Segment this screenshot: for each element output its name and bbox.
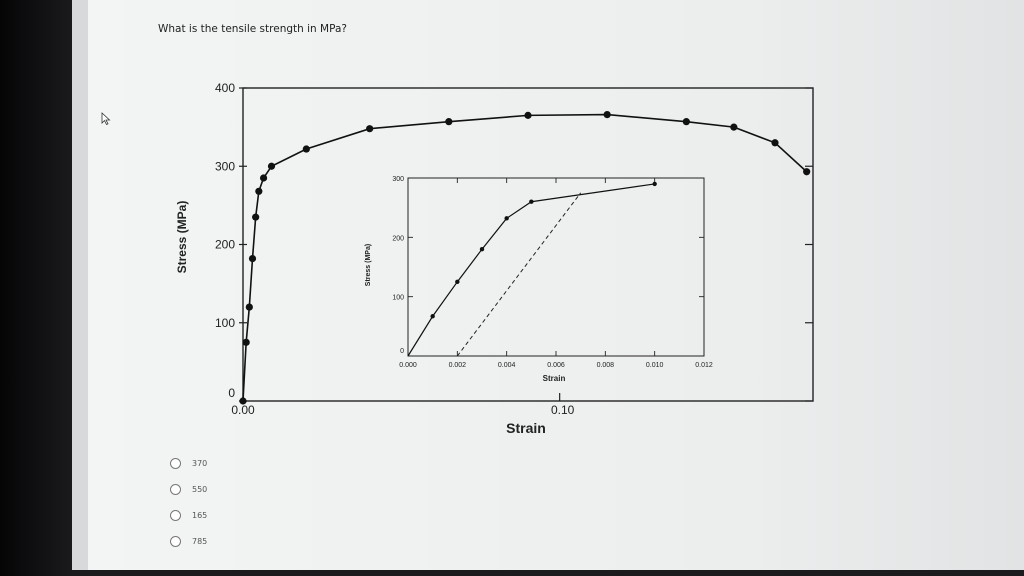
answer-options: 370 550 165 785 [170,450,207,554]
main-axis-ticks: 0 100 200 300 400 0.00 0.10 [215,81,813,417]
inset-x-tick-label: 0.010 [646,362,664,369]
radio-button[interactable] [170,483,181,495]
option-370[interactable]: 370 [170,450,207,476]
y-tick-label: 200 [215,238,235,252]
main-plot-frame [242,87,814,402]
data-point [302,145,310,153]
inset-x-tick-label: 0.008 [597,362,615,369]
data-point [445,118,453,126]
data-point [366,125,374,133]
inset-y-tick-label: 100 [392,295,404,302]
inset-data-point [479,247,485,252]
data-point [248,254,257,263]
inset-y-axis-label: Stress (MPa) [365,244,372,286]
main-x-axis-label: Strain [506,420,546,436]
data-point [239,397,247,405]
inset-plot-frame [407,177,705,357]
question-page [88,0,1024,576]
inset-y-tick-label: 300 [392,176,404,183]
x-tick-label: 0.10 [551,403,575,417]
inset-y-tick-label: 200 [392,235,404,242]
inset-x-tick-label: 0.004 [498,362,516,369]
inset-y-tick-label: 0 [400,348,404,355]
inset-x-tick-label: 0.002 [449,362,467,369]
y-tick-label: 400 [215,81,235,95]
main-y-axis-label: Stress (MPa) [175,201,189,274]
inset-series-group [407,181,657,357]
option-label: 165 [192,510,208,520]
data-point [245,303,253,311]
inset-axis-ticks: 0 100 200 300 0.000 0.002 0.004 0.006 0.008 0.010… [392,176,713,369]
option-label: 785 [192,536,208,546]
taskbar [72,570,1024,576]
data-point [267,162,276,170]
inset-data-point [430,314,435,319]
option-165[interactable]: 165 [170,502,207,528]
data-point [730,123,738,131]
stress-strain-curve [242,113,808,402]
inset-data-point [504,216,509,221]
offset-line [456,192,582,357]
data-point [259,174,268,182]
inset-data-point [529,199,534,204]
main-series-group [239,111,811,405]
mouse-cursor-icon [101,112,111,126]
radio-button[interactable] [170,535,181,547]
data-point [255,187,263,195]
option-label: 370 [192,458,208,468]
data-point [803,168,811,176]
inset-x-tick-label: 0.000 [399,362,417,369]
x-tick-label: 0.00 [231,403,255,417]
data-point [682,118,690,126]
data-point [603,111,611,119]
screen [72,0,1024,576]
left-gutter [72,0,88,576]
inset-x-tick-label: 0.012 [695,362,713,369]
option-label: 550 [192,484,208,494]
y-tick-label: 100 [215,316,235,330]
inset-data-point [455,279,460,285]
radio-button[interactable] [170,457,181,469]
y-tick-label: 300 [215,159,235,173]
inset-x-tick-label: 0.006 [547,362,565,369]
option-785[interactable]: 785 [170,528,207,554]
inset-x-axis-label: Strain [543,374,566,383]
data-point [252,213,260,221]
inset-data-point [652,181,657,187]
data-point [771,139,779,147]
monitor-bezel [0,0,72,576]
option-550[interactable]: 550 [170,476,207,502]
inset-curve [407,183,655,357]
y-tick-label: 0 [228,386,235,400]
data-point [524,111,532,119]
data-point [242,338,250,346]
radio-button[interactable] [170,509,181,521]
question-text: What is the tensile strength in MPa? [158,23,347,35]
